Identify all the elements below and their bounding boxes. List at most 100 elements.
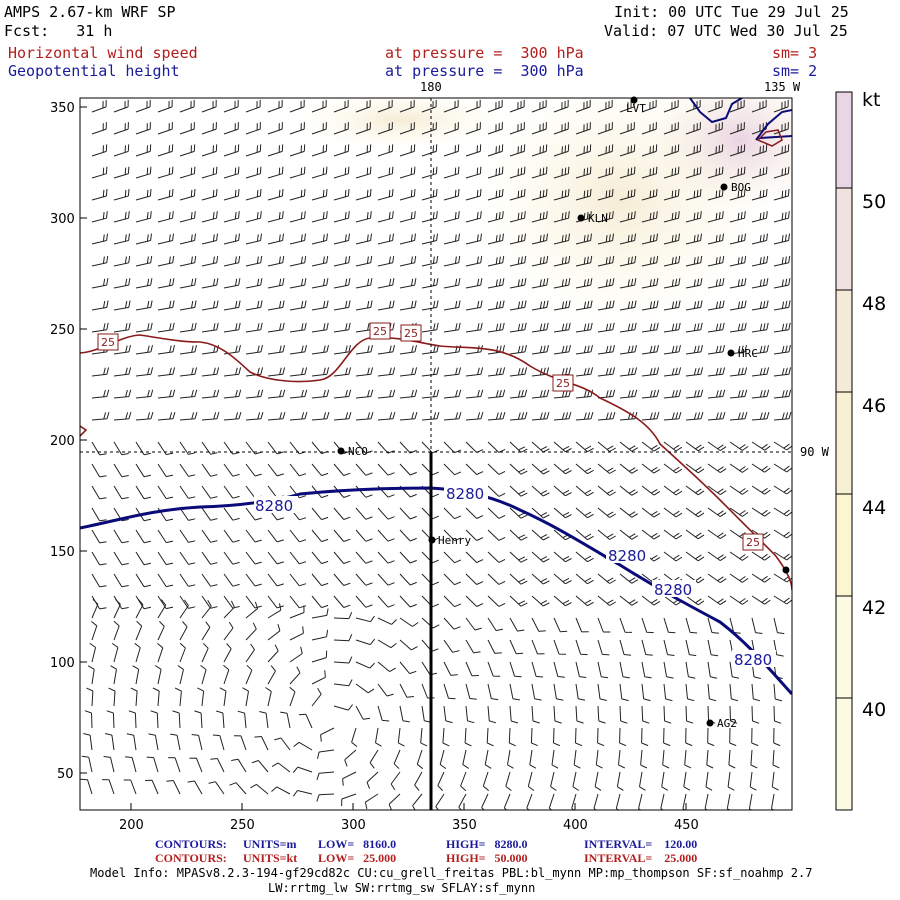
wind-barb bbox=[229, 782, 247, 795]
wind-barb bbox=[113, 188, 130, 201]
wind-barb bbox=[619, 463, 639, 474]
wind-barb bbox=[729, 411, 748, 421]
wind-barb bbox=[707, 617, 719, 634]
wind-barb bbox=[157, 122, 173, 135]
wind-barb bbox=[399, 255, 417, 267]
wind-barb bbox=[157, 211, 174, 223]
wind-barb bbox=[531, 233, 548, 245]
wind-barb bbox=[223, 344, 241, 355]
wind-barb bbox=[311, 255, 329, 267]
wind-barb bbox=[575, 485, 594, 497]
wind-barb bbox=[135, 188, 152, 201]
wind-barb bbox=[553, 705, 562, 724]
wind-barb bbox=[663, 188, 680, 201]
wind-barb bbox=[399, 211, 416, 223]
lon-label-135w: 135 W bbox=[764, 80, 801, 94]
wind-barb bbox=[355, 367, 374, 377]
y-axis: 350 300 250 200 150 100 50 bbox=[50, 101, 87, 782]
wind-barb bbox=[751, 344, 769, 355]
wind-barb bbox=[311, 211, 328, 223]
wind-barb bbox=[157, 344, 175, 355]
wind-barb bbox=[179, 463, 196, 477]
wind-barb bbox=[487, 411, 506, 421]
wind-barb bbox=[531, 573, 550, 585]
wind-barb bbox=[201, 621, 211, 641]
wind-barb bbox=[157, 529, 174, 544]
wind-barb bbox=[751, 683, 761, 702]
wind-barb bbox=[465, 144, 482, 157]
y-tick-label: 250 bbox=[50, 323, 75, 338]
wind-barb bbox=[509, 99, 525, 113]
wind-barb bbox=[245, 529, 262, 543]
wind-barb bbox=[333, 463, 351, 476]
wind-barb bbox=[487, 211, 504, 223]
x-tick-label: 350 bbox=[452, 818, 477, 833]
wind-barb bbox=[729, 122, 745, 135]
wind-barb bbox=[443, 166, 460, 179]
wind-barb bbox=[773, 639, 784, 657]
wind-barb bbox=[421, 233, 438, 245]
wind-barb bbox=[597, 99, 613, 113]
x-tick-label: 200 bbox=[119, 818, 144, 833]
wind-barb bbox=[487, 661, 501, 677]
wind-barb bbox=[705, 771, 713, 791]
wind-barb bbox=[509, 529, 528, 541]
wind-barb bbox=[355, 529, 373, 542]
wind-barb bbox=[729, 255, 747, 267]
wind-barb bbox=[113, 620, 120, 641]
wind-barb bbox=[460, 771, 467, 792]
wind-barb bbox=[148, 733, 159, 751]
wind-barb bbox=[245, 211, 262, 223]
station-label: LVT bbox=[626, 102, 646, 115]
wind-barb bbox=[772, 749, 780, 769]
wind-barb bbox=[289, 573, 307, 587]
wind-barb bbox=[377, 255, 395, 267]
wind-barb bbox=[364, 793, 379, 810]
wind-barb bbox=[508, 727, 516, 747]
wind-barb bbox=[685, 617, 698, 634]
wind-barb bbox=[377, 441, 395, 454]
wind-barb bbox=[685, 122, 701, 135]
wind-barb bbox=[465, 705, 475, 724]
wind-barb bbox=[707, 639, 719, 657]
wind-barb bbox=[443, 529, 462, 542]
wind-barb bbox=[531, 441, 550, 453]
wind-barb bbox=[289, 211, 306, 223]
wind-barb bbox=[751, 595, 771, 605]
wind-barb bbox=[267, 99, 283, 113]
wind-barb bbox=[333, 612, 353, 620]
station-label: KLN bbox=[588, 212, 608, 225]
wind-barb bbox=[465, 551, 484, 563]
wind-barb bbox=[509, 188, 526, 201]
wind-barb bbox=[113, 300, 131, 311]
wind-barb bbox=[663, 683, 673, 702]
wind-barb bbox=[465, 300, 483, 311]
wind-barb bbox=[729, 166, 746, 179]
wind-barb bbox=[113, 599, 121, 619]
wind-barb bbox=[773, 441, 792, 451]
wind-barb bbox=[333, 322, 351, 333]
wind-barb bbox=[125, 756, 137, 773]
wind-barb bbox=[399, 344, 417, 355]
wind-barb bbox=[443, 595, 462, 608]
wind-barb bbox=[289, 411, 308, 421]
wind-barb bbox=[487, 322, 505, 333]
wind-barb bbox=[575, 463, 594, 475]
wind-barb bbox=[377, 99, 393, 113]
wind-barb bbox=[201, 278, 219, 289]
wind-barb bbox=[729, 99, 745, 113]
wind-barb bbox=[333, 507, 351, 520]
wind-barb bbox=[487, 639, 502, 654]
wind-barb bbox=[333, 99, 349, 113]
station-marker bbox=[337, 447, 345, 455]
wind-barb bbox=[201, 411, 220, 421]
wind-barb bbox=[245, 255, 263, 267]
wind-barb bbox=[135, 599, 144, 619]
contour-units-height: UNITS=m bbox=[243, 837, 297, 851]
wind-barb bbox=[377, 595, 395, 608]
wind-barb bbox=[201, 600, 212, 619]
y-tick-label: 300 bbox=[50, 212, 75, 227]
wind-barb bbox=[179, 255, 197, 267]
wind-barb bbox=[773, 507, 792, 517]
wind-barb bbox=[575, 278, 593, 289]
